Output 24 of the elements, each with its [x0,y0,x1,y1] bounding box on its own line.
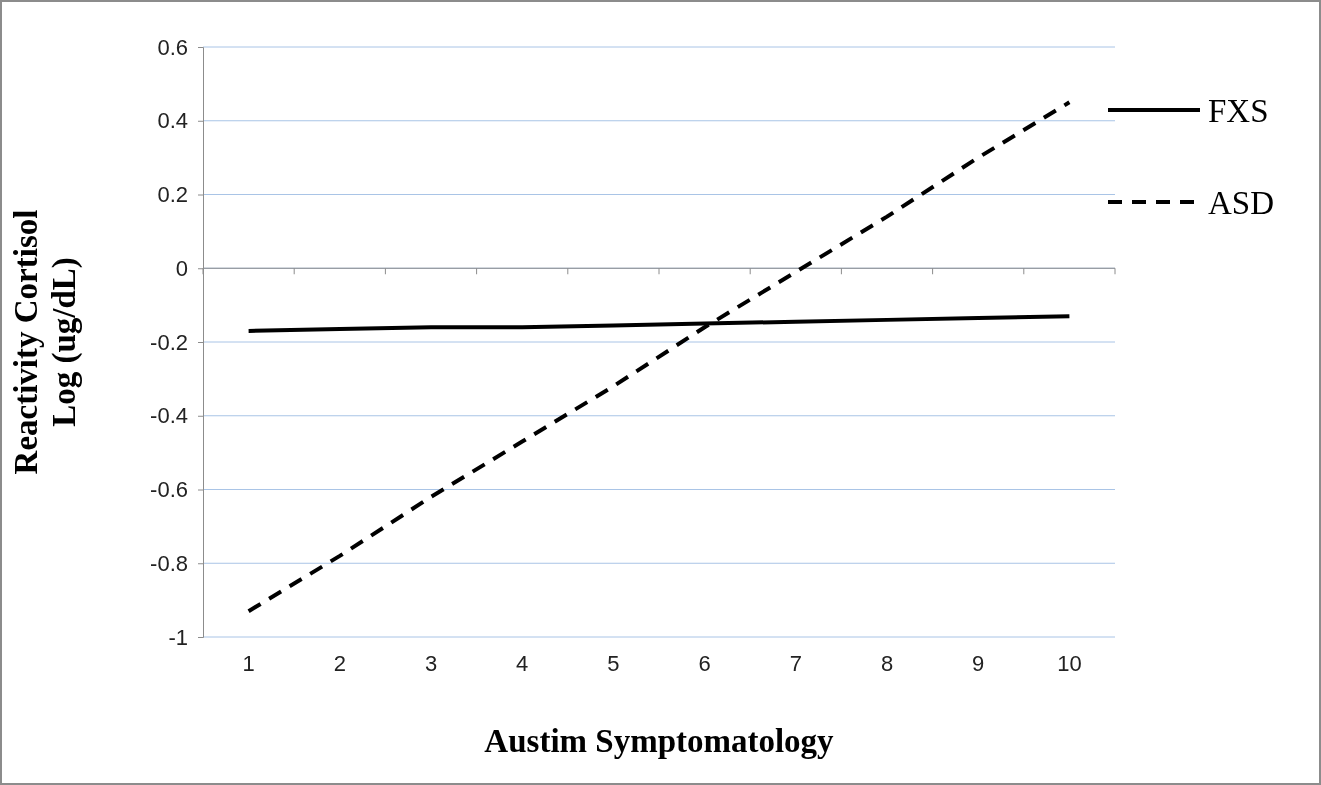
x-tick-label: 7 [789,651,802,676]
y-tick-label: -0.4 [150,403,188,429]
x-tick-label: 1 [242,651,255,676]
y-tick-label: 0.4 [157,108,188,134]
legend-label: ASD [1208,185,1275,221]
y-tick-label: 0.2 [157,182,188,208]
y-tick-label: 0.6 [157,34,188,60]
y-tick-label: -0.8 [150,550,188,576]
x-tick-label: 2 [333,651,346,676]
x-tick-label: 6 [698,651,711,676]
legend-label: FXS [1208,93,1269,129]
x-tick-label: 9 [972,651,985,676]
x-tick-label: 8 [880,651,894,676]
x-tick-label: 10 [1057,651,1082,676]
y-tick-label: -0.6 [150,477,188,503]
line-series [246,100,1072,614]
x-tick-label: 3 [424,651,438,676]
x-axis-title: Austim Symptomatology [484,723,835,759]
y-tick-label: -0.2 [150,329,188,355]
x-tick-label: 4 [516,651,529,676]
y-axis-title: Reactivity Cortisol Log (ug/dL) [8,209,83,475]
y-tick-label: -1 [168,624,188,650]
y-tick-label: 0 [175,255,188,281]
x-tick-label: 5 [607,651,620,676]
